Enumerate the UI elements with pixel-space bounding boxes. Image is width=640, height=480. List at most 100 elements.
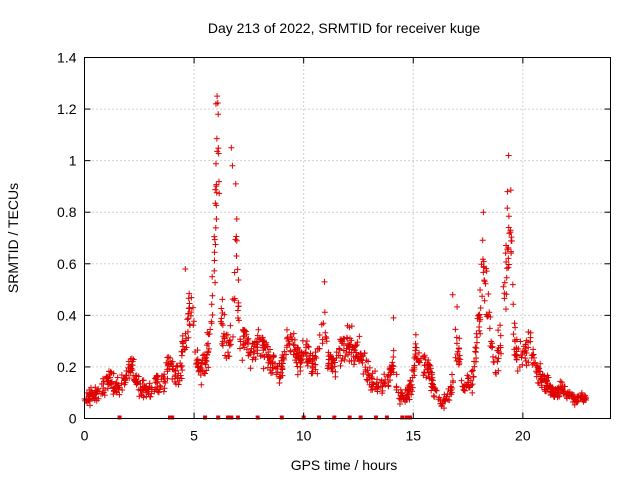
- data-point: [393, 371, 400, 378]
- data-point: [331, 359, 338, 366]
- data-point: [267, 366, 274, 373]
- data-point: [218, 315, 225, 322]
- data-point: [213, 183, 220, 190]
- data-point: [261, 353, 268, 360]
- zero-marker: [203, 415, 208, 420]
- data-point: [160, 388, 167, 395]
- data-point: [89, 395, 96, 402]
- data-point: [204, 329, 211, 336]
- data-point: [360, 371, 367, 378]
- data-point: [219, 322, 226, 329]
- data-point: [193, 361, 200, 368]
- data-point: [235, 277, 242, 284]
- data-point: [283, 344, 290, 351]
- data-point: [234, 315, 241, 322]
- data-point: [525, 329, 532, 336]
- data-point: [178, 362, 185, 369]
- data-point: [501, 295, 508, 302]
- data-point: [227, 322, 234, 329]
- data-point: [485, 291, 492, 297]
- data-point: [381, 380, 388, 387]
- data-point: [86, 386, 93, 393]
- data-point: [515, 345, 522, 352]
- zero-marker: [384, 415, 389, 420]
- data-point: [211, 257, 218, 264]
- data-point: [182, 337, 189, 344]
- y-tick-label: 0.6: [57, 256, 77, 272]
- data-point: [115, 382, 122, 389]
- data-point: [351, 361, 358, 368]
- data-point: [571, 396, 578, 403]
- data-point: [229, 296, 236, 303]
- data-point: [542, 388, 549, 395]
- data-point: [279, 360, 286, 367]
- data-point: [141, 383, 148, 390]
- data-point: [473, 330, 480, 337]
- data-point: [308, 370, 315, 377]
- data-point: [181, 346, 188, 353]
- data-point: [325, 362, 332, 369]
- data-point: [227, 341, 234, 348]
- data-point: [345, 340, 352, 347]
- data-point: [411, 364, 418, 371]
- data-point: [374, 388, 381, 395]
- data-point: [333, 349, 340, 356]
- data-point: [313, 354, 320, 361]
- peak-point: [215, 111, 222, 118]
- data-point: [411, 372, 418, 379]
- data-point: [153, 373, 160, 380]
- data-point: [492, 354, 499, 361]
- data-point: [463, 383, 470, 390]
- data-point: [469, 381, 476, 388]
- data-point: [357, 351, 364, 358]
- data-point: [538, 384, 545, 391]
- data-point: [511, 320, 518, 327]
- data-point: [504, 205, 511, 212]
- data-point: [538, 376, 545, 383]
- data-point: [519, 352, 526, 359]
- data-point: [363, 357, 370, 364]
- zero-marker: [407, 415, 412, 420]
- data-point: [211, 233, 218, 240]
- data-point: [407, 377, 414, 384]
- data-point: [307, 350, 314, 357]
- data-point: [507, 187, 514, 194]
- data-point: [519, 347, 526, 354]
- data-point: [247, 365, 254, 372]
- data-point: [320, 320, 327, 327]
- data-point: [522, 355, 529, 362]
- data-point: [494, 347, 501, 354]
- data-point: [212, 186, 219, 193]
- data-point: [184, 316, 191, 323]
- data-point: [306, 357, 313, 364]
- data-point: [362, 364, 369, 371]
- data-point: [338, 336, 345, 343]
- zero-marker: [373, 415, 378, 420]
- data-point: [505, 261, 512, 268]
- data-point: [488, 338, 495, 345]
- data-point: [428, 380, 435, 387]
- data-point: [544, 372, 551, 379]
- x-tick-label: 15: [405, 428, 421, 444]
- data-point: [509, 281, 516, 288]
- data-point: [346, 349, 353, 356]
- data-point: [212, 160, 219, 167]
- data-point: [471, 358, 478, 365]
- data-point: [186, 321, 193, 328]
- data-point: [233, 215, 240, 222]
- data-point: [146, 383, 153, 390]
- zero-marker: [279, 415, 284, 420]
- zero-marker: [229, 415, 234, 420]
- data-point: [199, 352, 206, 359]
- data-point: [332, 373, 339, 380]
- data-point: [322, 333, 329, 340]
- data-point: [213, 135, 220, 142]
- data-point: [188, 294, 195, 301]
- data-point: [369, 381, 376, 388]
- data-point: [512, 352, 519, 359]
- data-point: [479, 256, 486, 263]
- x-tick-label: 20: [515, 428, 531, 444]
- data-point: [148, 390, 155, 397]
- data-point: [237, 345, 244, 352]
- data-point: [454, 351, 461, 358]
